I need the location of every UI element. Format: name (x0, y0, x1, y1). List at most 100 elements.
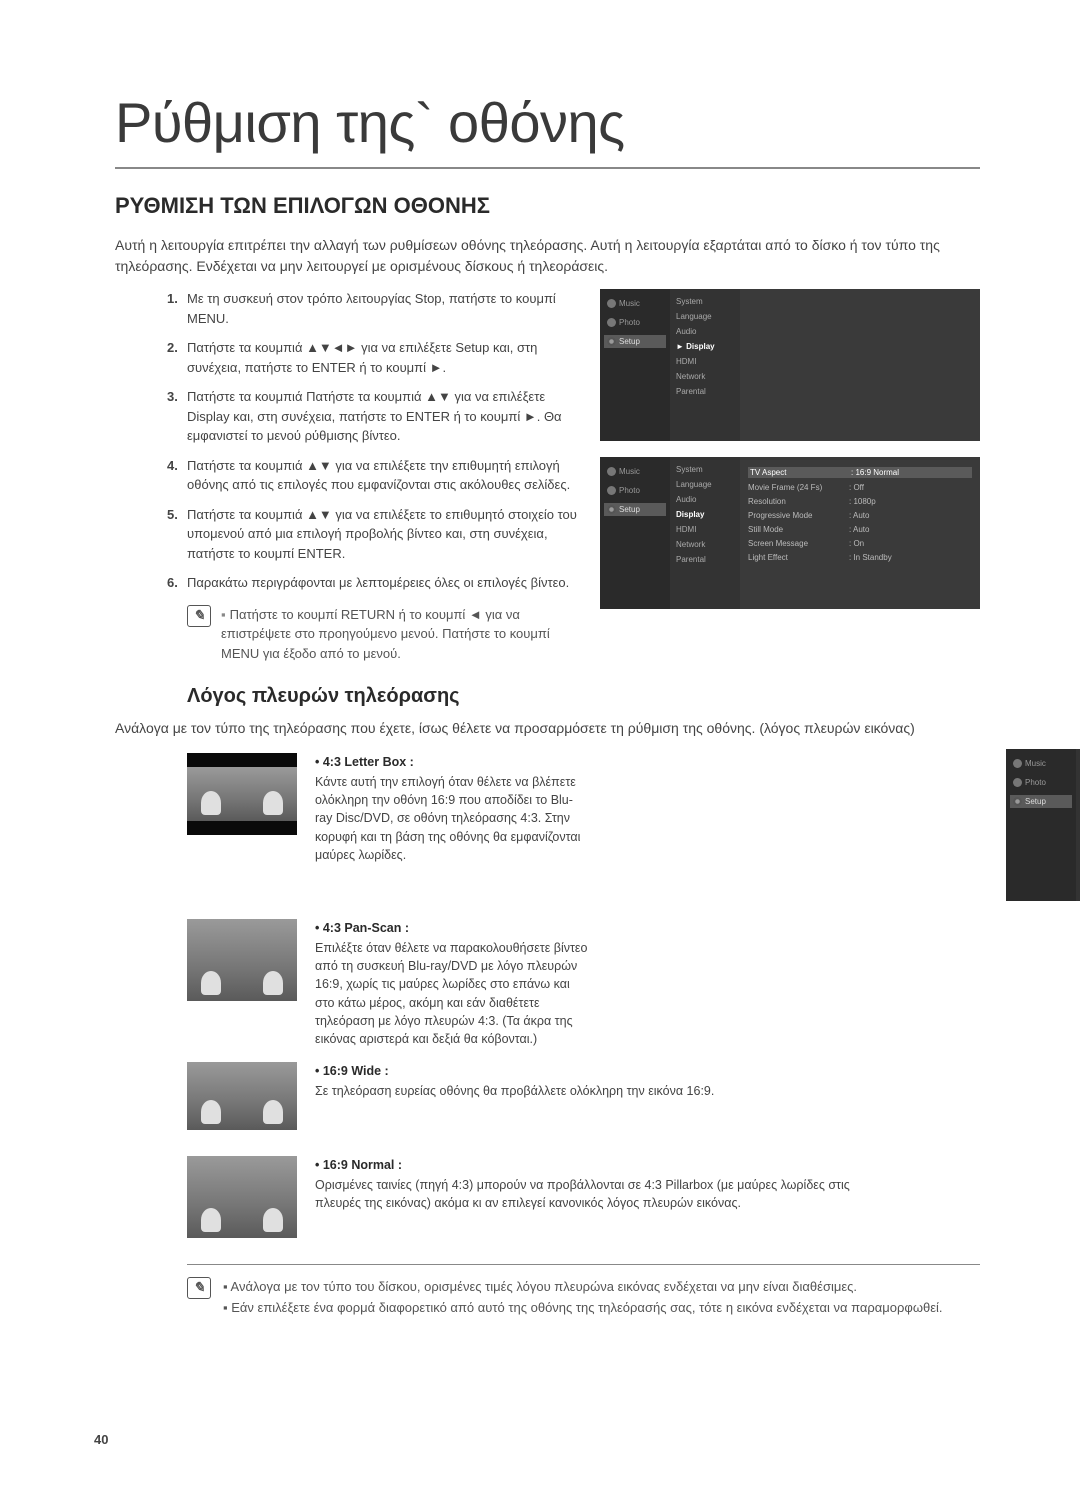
tv-sub-network: Network (676, 372, 734, 381)
aspect-desc: • 4:3 Pan-Scan : Επιλέξτε όταν θέλετε να… (315, 919, 590, 1048)
tv-sidebar-music: Music (604, 297, 666, 310)
note-text: ▪Πατήστε το κουμπί RETURN ή το κουμπί ◄ … (221, 605, 577, 664)
music-icon (1013, 759, 1022, 768)
tv-sub-parental: Parental (676, 387, 734, 396)
tv-sub-hdmi: HDMI (676, 357, 734, 366)
aspect-desc: • 16:9 Normal : Ορισμένες ταινίες (πηγή … (315, 1156, 875, 1238)
step-6: 6. Παρακάτω περιγράφονται με λεπτομέρειε… (187, 573, 585, 593)
tv-sub-audio: Audio (676, 327, 734, 336)
photo-icon (607, 318, 616, 327)
tv-sidebar: Music Photo Setup (600, 457, 670, 609)
tv-sub-display: Display (676, 510, 734, 519)
aspect-title: • 16:9 Normal : (315, 1156, 875, 1174)
aspect-desc: • 4:3 Letter Box : Κάντε αυτή την επιλογ… (315, 753, 582, 905)
tv-sidebar-photo: Photo (604, 316, 666, 329)
tv-submenu: System Language Audio Display HDMI Netwo… (1076, 749, 1080, 901)
note-icon: ✎ (187, 1277, 211, 1299)
tv-sidebar-setup: Setup (604, 335, 666, 348)
aspect-title: • 4:3 Pan-Scan : (315, 919, 590, 937)
aspect-heading: Λόγος πλευρών τηλεόρασης (187, 685, 980, 708)
music-icon (607, 299, 616, 308)
tv-submenu: System Language Audio Display HDMI Netwo… (670, 457, 740, 609)
step-num: 5. (167, 505, 178, 525)
tv-sidebar: Music Photo Setup (1006, 749, 1076, 901)
section-heading: ΡΥΘΜΙΣΗ ΤΩΝ ΕΠΙΛΟΓΩΝ ΟΘΟΝΗΣ (115, 193, 980, 219)
tv-setting-stillmode: Still ModeAuto (748, 525, 972, 534)
step-text: Με τη συσκευή στον τρόπο λειτουργίας Sto… (187, 291, 556, 326)
tv-sidebar-photo: Photo (604, 484, 666, 497)
aspect-normal: • 16:9 Normal : Ορισμένες ταινίες (πηγή … (187, 1156, 980, 1238)
steps-list: 1. Με τη συσκευή στον τρόπο λειτουργίας … (115, 289, 585, 593)
tv-setting-lighteffect: Light EffectIn Standby (748, 553, 972, 562)
step-num: 2. (167, 338, 178, 358)
tv-sidebar: Music Photo Setup (600, 289, 670, 441)
tv-setting-screenmsg: Screen MessageOn (748, 539, 972, 548)
tv-sidebar-setup: Setup (604, 503, 666, 516)
page-number: 40 (94, 1432, 108, 1447)
step-3: 3. Πατήστε τα κουμπιά Πατήστε τα κουμπιά… (187, 387, 585, 446)
tv-menu-1: Music Photo Setup System Language Audio … (600, 289, 980, 441)
step-4: 4. Πατήστε τα κουμπιά ▲▼ για να επιλέξετ… (187, 456, 585, 495)
step-text: Πατήστε τα κουμπιά ▲▼ για να επιλέξετε τ… (187, 507, 577, 561)
bottom-notes: ✎ ▪ Ανάλογα με τον τύπο του δίσκου, ορισ… (187, 1264, 980, 1319)
step-5: 5. Πατήστε τα κουμπιά ▲▼ για να επιλέξετ… (187, 505, 585, 564)
thumb-wide (187, 1062, 297, 1130)
aspect-title: • 4:3 Letter Box : (315, 753, 582, 771)
bottom-notes-text: ▪ Ανάλογα με τον τύπο του δίσκου, ορισμέ… (223, 1277, 943, 1319)
tv-main: TV Aspect16:9 Normal Movie Frame (24 Fs)… (740, 457, 980, 609)
screenshot-stack: Music Photo Setup System Language Audio … (600, 289, 980, 609)
tv-sub-language: Language (676, 480, 734, 489)
page-title: Ρύθμιση της` οθόνης (115, 90, 980, 169)
tv-sub-audio: Audio (676, 495, 734, 504)
note-box: ✎ ▪Πατήστε το κουμπί RETURN ή το κουμπί … (187, 605, 577, 664)
tv-sub-system: System (676, 465, 734, 474)
tv-sub-language: Language (676, 312, 734, 321)
tv-menu-3: Music Photo Setup System Language Audio … (1006, 749, 1080, 901)
aspect-desc: • 16:9 Wide : Σε τηλεόραση ευρείας οθόνη… (315, 1062, 875, 1130)
photo-icon (607, 486, 616, 495)
tv-setting-resolution: Resolution1080p (748, 497, 972, 506)
step-num: 4. (167, 456, 178, 476)
thumb-letterbox (187, 753, 297, 835)
aspect-letterbox: • 4:3 Letter Box : Κάντε αυτή την επιλογ… (187, 753, 980, 905)
tv-submenu: System Language Audio ► Display HDMI Net… (670, 289, 740, 441)
step-num: 1. (167, 289, 178, 309)
step-num: 3. (167, 387, 178, 407)
tv-sidebar-music: Music (1010, 757, 1072, 770)
aspect-screenshot: Music Photo Setup System Language Audio … (1006, 749, 1080, 901)
step-2: 2. Πατήστε τα κουμπιά ▲▼◄► για να επιλέξ… (187, 338, 585, 377)
aspect-title: • 16:9 Wide : (315, 1062, 875, 1080)
gear-icon (607, 337, 616, 346)
tv-main (740, 289, 980, 441)
note-icon: ✎ (187, 605, 211, 627)
step-text: Πατήστε τα κουμπιά ▲▼◄► για να επιλέξετε… (187, 340, 537, 375)
steps-area: 1. Με τη συσκευή στον τρόπο λειτουργίας … (115, 289, 980, 663)
thumb-normal (187, 1156, 297, 1238)
tv-sub-display: ► Display (676, 342, 734, 351)
step-text: Πατήστε τα κουμπιά ▲▼ για να επιλέξετε τ… (187, 458, 570, 493)
music-icon (607, 467, 616, 476)
aspect-intro: Ανάλογα με τον τύπο της τηλεόρασης που έ… (115, 718, 980, 739)
tv-sub-parental: Parental (676, 555, 734, 564)
aspect-wide: • 16:9 Wide : Σε τηλεόραση ευρείας οθόνη… (187, 1062, 980, 1130)
gear-icon (1013, 797, 1022, 806)
tv-sub-network: Network (676, 540, 734, 549)
tv-sub-hdmi: HDMI (676, 525, 734, 534)
thumb-panscan (187, 919, 297, 1001)
aspect-panscan: • 4:3 Pan-Scan : Επιλέξτε όταν θέλετε να… (187, 919, 980, 1048)
step-num: 6. (167, 573, 178, 593)
tv-setting-progressive: Progressive ModeAuto (748, 511, 972, 520)
aspect-text: Επιλέξτε όταν θέλετε να παρακολουθήσετε … (315, 939, 590, 1048)
gear-icon (607, 505, 616, 514)
step-text: Πατήστε τα κουμπιά Πατήστε τα κουμπιά ▲▼… (187, 389, 562, 443)
tv-sidebar-music: Music (604, 465, 666, 478)
tv-setting-tvaspect: TV Aspect16:9 Normal (748, 467, 972, 478)
step-1: 1. Με τη συσκευή στον τρόπο λειτουργίας … (187, 289, 585, 328)
step-text: Παρακάτω περιγράφονται με λεπτομέρειες ό… (187, 575, 569, 590)
aspect-text: Σε τηλεόραση ευρείας οθόνης θα προβάλλετ… (315, 1082, 875, 1100)
tv-menu-2: Music Photo Setup System Language Audio … (600, 457, 980, 609)
tv-setting-movieframe: Movie Frame (24 Fs)Off (748, 483, 972, 492)
photo-icon (1013, 778, 1022, 787)
intro-text: Αυτή η λειτουργία επιτρέπει την αλλαγή τ… (115, 235, 980, 277)
tv-sidebar-setup: Setup (1010, 795, 1072, 808)
